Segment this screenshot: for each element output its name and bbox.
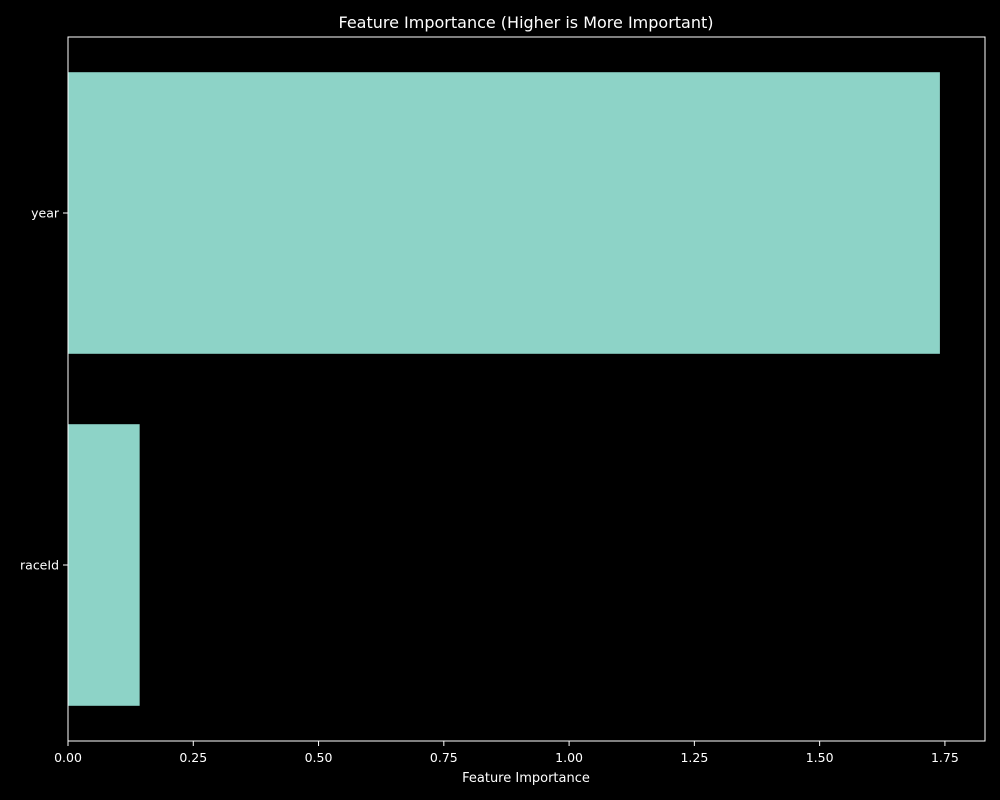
chart-title: Feature Importance (Higher is More Impor… — [338, 13, 713, 32]
y-tick-label-year: year — [31, 206, 60, 221]
x-tick-label: 1.25 — [680, 750, 708, 765]
x-tick-label: 1.75 — [931, 750, 959, 765]
x-axis-label: Feature Importance — [462, 771, 590, 786]
x-tick-label: 0.50 — [305, 750, 333, 765]
plot-frame — [67, 36, 986, 742]
x-tick-label: 0.25 — [179, 750, 207, 765]
bar-raceId — [68, 424, 140, 706]
plot-area: year raceId 0.00 0.25 0.50 0.75 1.00 1.25 1.50 1.… — [20, 36, 986, 765]
bar-year — [68, 72, 940, 354]
y-tick-label-raceId: raceId — [20, 558, 59, 573]
x-tick-label: 1.50 — [806, 750, 834, 765]
x-tick-label: 0.00 — [54, 750, 82, 765]
x-tick-label: 1.00 — [555, 750, 583, 765]
x-tick-label: 0.75 — [430, 750, 458, 765]
